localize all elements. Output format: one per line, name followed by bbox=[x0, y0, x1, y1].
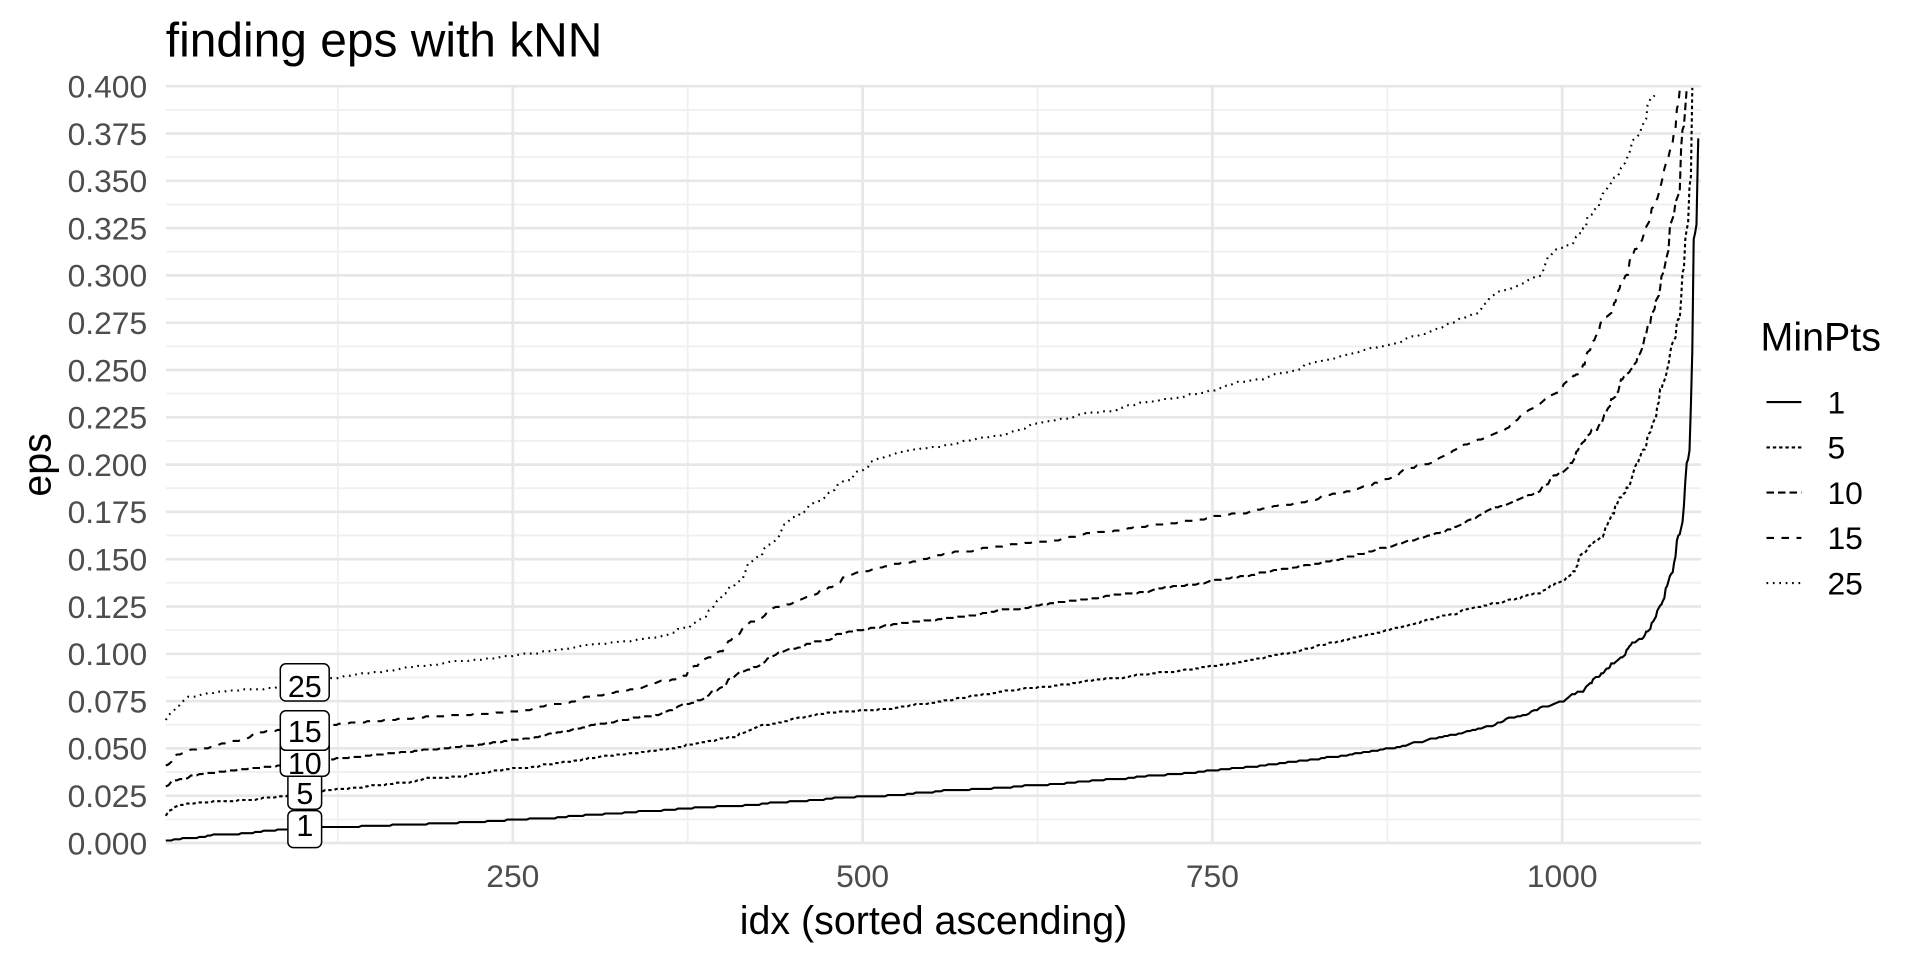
svg-text:0.125: 0.125 bbox=[68, 589, 148, 625]
svg-text:0.250: 0.250 bbox=[68, 352, 148, 388]
svg-text:15: 15 bbox=[1828, 520, 1863, 556]
svg-text:0.100: 0.100 bbox=[68, 636, 148, 672]
svg-text:15: 15 bbox=[288, 715, 322, 749]
svg-text:0.150: 0.150 bbox=[68, 542, 148, 578]
svg-text:0.300: 0.300 bbox=[68, 258, 148, 294]
svg-text:1000: 1000 bbox=[1527, 858, 1598, 894]
svg-text:0.275: 0.275 bbox=[68, 305, 148, 341]
svg-text:0.075: 0.075 bbox=[68, 683, 148, 719]
svg-text:1: 1 bbox=[1828, 384, 1846, 420]
svg-text:5: 5 bbox=[1828, 430, 1846, 466]
svg-text:0.225: 0.225 bbox=[68, 400, 148, 436]
svg-text:0.175: 0.175 bbox=[68, 494, 148, 530]
svg-text:0.025: 0.025 bbox=[68, 778, 148, 814]
svg-text:eps: eps bbox=[16, 433, 60, 497]
svg-text:25: 25 bbox=[288, 670, 322, 704]
svg-text:10: 10 bbox=[288, 747, 322, 781]
svg-text:idx (sorted ascending): idx (sorted ascending) bbox=[740, 899, 1128, 943]
svg-text:10: 10 bbox=[1828, 475, 1863, 511]
svg-text:0.350: 0.350 bbox=[68, 163, 148, 199]
svg-text:500: 500 bbox=[836, 858, 889, 894]
svg-text:0.375: 0.375 bbox=[68, 116, 148, 152]
svg-text:0.000: 0.000 bbox=[68, 825, 148, 861]
svg-text:750: 750 bbox=[1186, 858, 1239, 894]
svg-text:0.050: 0.050 bbox=[68, 731, 148, 767]
svg-text:5: 5 bbox=[296, 777, 313, 811]
svg-text:0.325: 0.325 bbox=[68, 210, 148, 246]
svg-text:25: 25 bbox=[1828, 565, 1863, 601]
svg-text:finding eps with kNN: finding eps with kNN bbox=[166, 14, 603, 67]
svg-text:1: 1 bbox=[296, 809, 313, 843]
svg-text:0.400: 0.400 bbox=[68, 69, 148, 105]
svg-text:250: 250 bbox=[486, 858, 539, 894]
svg-text:0.200: 0.200 bbox=[68, 447, 148, 483]
svg-text:MinPts: MinPts bbox=[1761, 316, 1881, 360]
